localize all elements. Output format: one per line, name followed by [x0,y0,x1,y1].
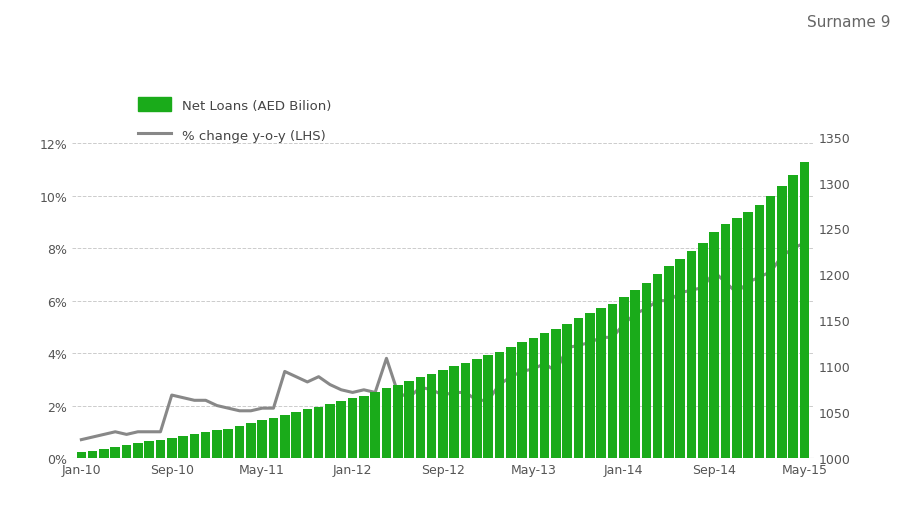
Bar [731,219,740,509]
Bar [596,309,605,509]
Bar [787,176,797,509]
Bar [246,423,256,509]
Bar [144,442,154,509]
Bar [720,224,730,509]
Bar [370,392,379,509]
Bar [754,205,763,509]
Bar [303,410,312,509]
Bar [99,449,108,509]
Bar [348,399,357,509]
Bar [133,443,143,509]
Bar [652,275,662,509]
Bar [619,298,628,509]
Bar [155,440,165,509]
Bar [200,433,210,509]
Bar [268,418,278,509]
Bar [438,370,447,509]
Bar [539,333,549,509]
Bar [110,447,120,509]
Bar [381,388,391,509]
Bar [562,324,572,509]
Bar [393,385,402,509]
Bar [629,291,639,509]
Bar [494,352,504,509]
Bar [291,412,301,509]
Bar [664,267,673,509]
Legend: Net Loans (AED Bilion), % change y-o-y (LHS): Net Loans (AED Bilion), % change y-o-y (… [138,98,330,143]
Bar [799,163,808,509]
Bar [426,374,436,509]
Bar [573,319,582,509]
Bar [257,420,266,509]
Bar [506,347,515,509]
Bar [697,244,707,509]
Bar [280,415,289,509]
Bar [461,363,470,509]
Bar [765,197,775,509]
Bar [607,304,617,509]
Bar [528,338,537,509]
Bar [742,213,752,509]
Bar [483,355,492,509]
Bar [686,252,695,509]
Bar [709,233,718,509]
Bar [551,329,560,509]
Bar [517,343,526,509]
Bar [641,283,650,509]
Bar [336,401,346,509]
Bar [167,438,176,509]
Bar [777,187,786,509]
Bar [212,431,221,509]
Bar [404,381,414,509]
Bar [178,436,188,509]
Bar [449,366,459,509]
Bar [122,445,131,509]
Bar [584,314,594,509]
Bar [235,426,244,509]
Bar [223,429,233,509]
Bar [471,359,481,509]
Bar [190,434,199,509]
Bar [77,453,86,509]
Text: Surname 9: Surname 9 [806,15,889,30]
Bar [675,259,684,509]
Bar [88,451,98,509]
Bar [358,396,368,509]
Bar [415,378,424,509]
Bar [325,404,334,509]
Bar [313,407,323,509]
